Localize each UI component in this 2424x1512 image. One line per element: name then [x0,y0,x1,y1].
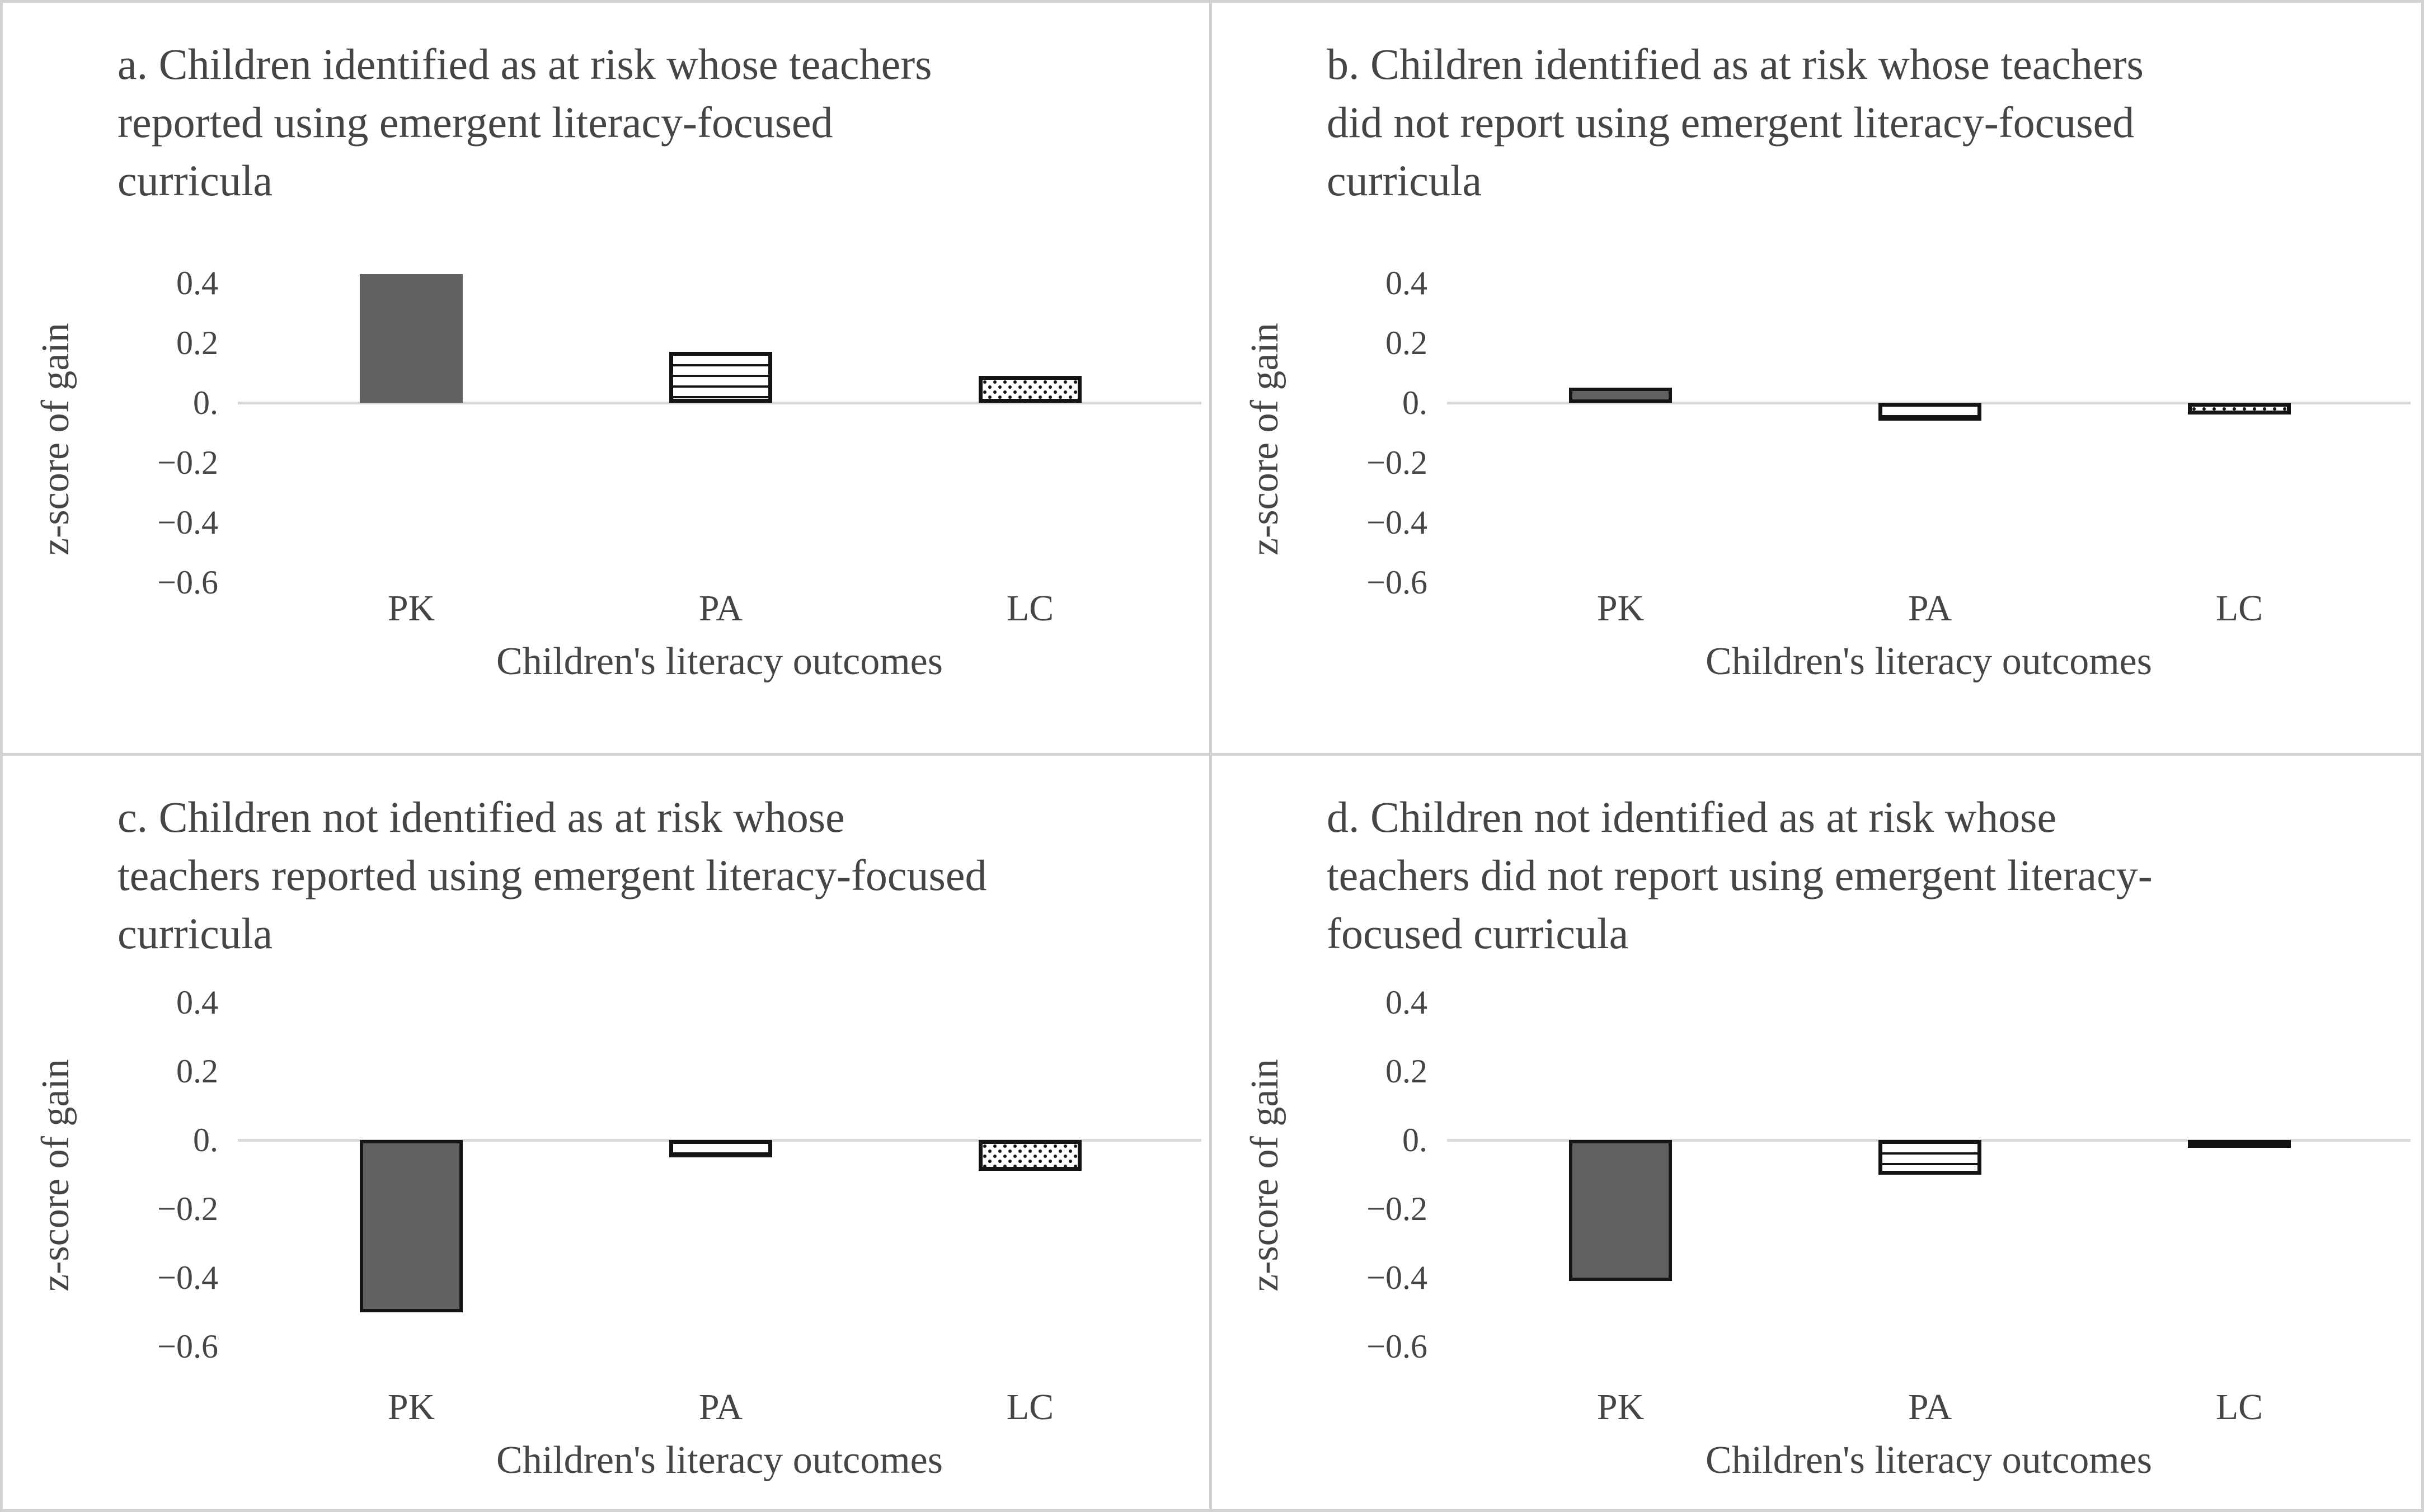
plot-area: 0.4 0.2 0. −0.2 −0.4 −0.6 PK PA LC [1212,756,2421,1509]
category-label: LC [1006,588,1054,629]
y-tick-label: 0. [1402,1122,1427,1158]
bar-lc [979,375,1082,403]
y-tick-label: 0. [193,384,218,421]
y-tick-label: −0.4 [157,504,218,541]
panel-c: c. Children not identified as at risk wh… [3,756,1212,1509]
zero-baseline [238,402,1201,404]
panel-a: a. Children identified as at risk whose … [3,3,1212,756]
y-tick-label: −0.6 [157,1328,218,1365]
y-tick-label: −0.4 [157,1259,218,1296]
category-label: PK [1596,588,1645,629]
y-tick-label: 0.2 [176,1053,218,1090]
category-label: LC [2215,588,2263,629]
bar-pk [1569,388,1672,403]
x-axis-title: Children's literacy outcomes [1706,1439,2152,1482]
panel-title: a. Children identified as at risk whose … [118,40,932,205]
y-tick-label: −0.6 [157,564,218,601]
panel-b: b. Children identified as at risk whose … [1212,3,2421,756]
y-tick-label: 0.4 [1385,984,1427,1021]
y-tick-label: −0.2 [157,444,218,481]
x-axis-title: Children's literacy outcomes [496,640,943,683]
bar-pk [1569,1140,1672,1282]
y-tick-label: 0.2 [1385,1053,1427,1090]
category-label: PA [698,588,743,629]
bar-pa [1878,1140,1981,1175]
bar-lc [2188,1140,2291,1148]
y-tick-label: 0.4 [176,984,218,1021]
bar-lc [979,1140,1082,1171]
bar-pa [669,1140,772,1157]
panel-title: b. Children identified as at risk whose … [1327,40,2144,205]
y-tick-label: 0. [1402,384,1427,421]
panel-title: d. Children not identified as at risk wh… [1327,793,2153,958]
y-tick-label: −0.4 [1366,1259,1427,1296]
category-label: LC [2215,1387,2263,1428]
bar-lc [2188,403,2291,415]
category-label: PA [1908,588,1952,629]
y-tick-label: −0.2 [1366,444,1427,481]
y-tick-label: 0.4 [1385,265,1427,302]
plot-area: 0.4 0.2 0. −0.2 −0.4 −0.6 PK PA LC [1212,3,2421,753]
category-label: PA [1908,1387,1952,1428]
y-tick-label: −0.2 [1366,1190,1427,1227]
y-tick-label: −0.4 [1366,504,1427,541]
y-tick-label: −0.6 [1366,1328,1427,1365]
category-label: PK [387,588,435,629]
y-tick-label: 0. [193,1122,218,1158]
y-tick-label: 0.4 [176,265,218,302]
panel-d: d. Children not identified as at risk wh… [1212,756,2421,1509]
category-label: PK [387,1387,435,1428]
y-tick-label: 0.2 [1385,324,1427,361]
plot-area: 0.4 0.2 0. −0.2 −0.4 −0.6 PK PA LC [3,3,1209,753]
bar-pa [1878,403,1981,421]
x-axis-title: Children's literacy outcomes [1706,640,2152,683]
x-axis-title: Children's literacy outcomes [496,1439,943,1482]
plot-area: 0.4 0.2 0. −0.2 −0.4 −0.6 PK PA LC [3,756,1209,1509]
category-label: PK [1596,1387,1645,1428]
y-tick-label: 0.2 [176,324,218,361]
bar-pk [360,274,463,403]
y-tick-label: −0.6 [1366,564,1427,601]
y-tick-label: −0.2 [157,1190,218,1227]
category-label: LC [1006,1387,1054,1428]
bar-pa [669,352,772,403]
category-label: PA [698,1387,743,1428]
panel-title: c. Children not identified as at risk wh… [118,793,987,958]
bar-pk [360,1140,463,1312]
